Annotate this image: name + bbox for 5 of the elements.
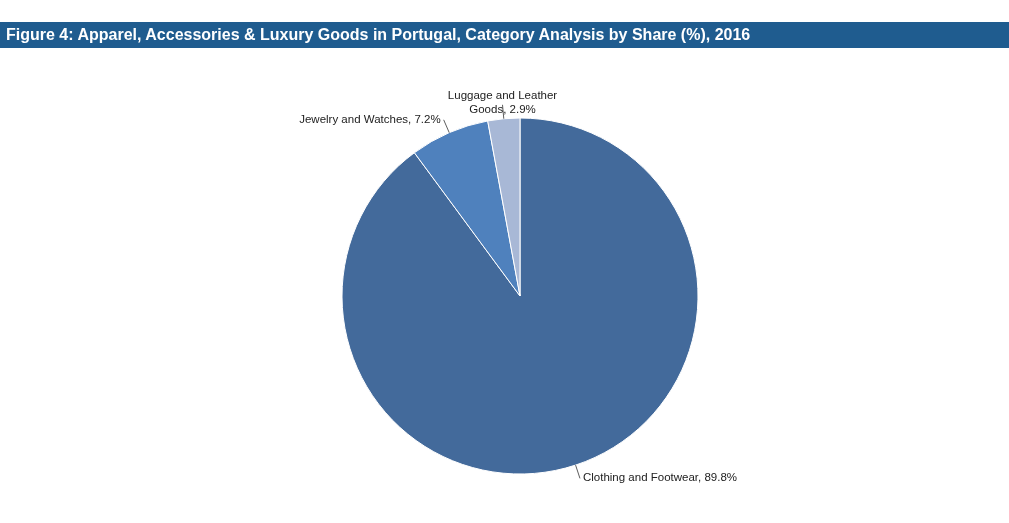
pie-slice: [341, 117, 699, 475]
slice-label: Jewelry and Watches, 7.2%: [299, 112, 441, 125]
slice-label: Clothing and Footwear, 89.8%: [582, 471, 738, 484]
chart-title: Figure 4: Apparel, Accessories & Luxury Goods in Portugal, Category Analysis by Share (%), 2016: [6, 26, 751, 43]
slice-label: Luggage and Leather Goods, 2.9%: [447, 88, 558, 115]
